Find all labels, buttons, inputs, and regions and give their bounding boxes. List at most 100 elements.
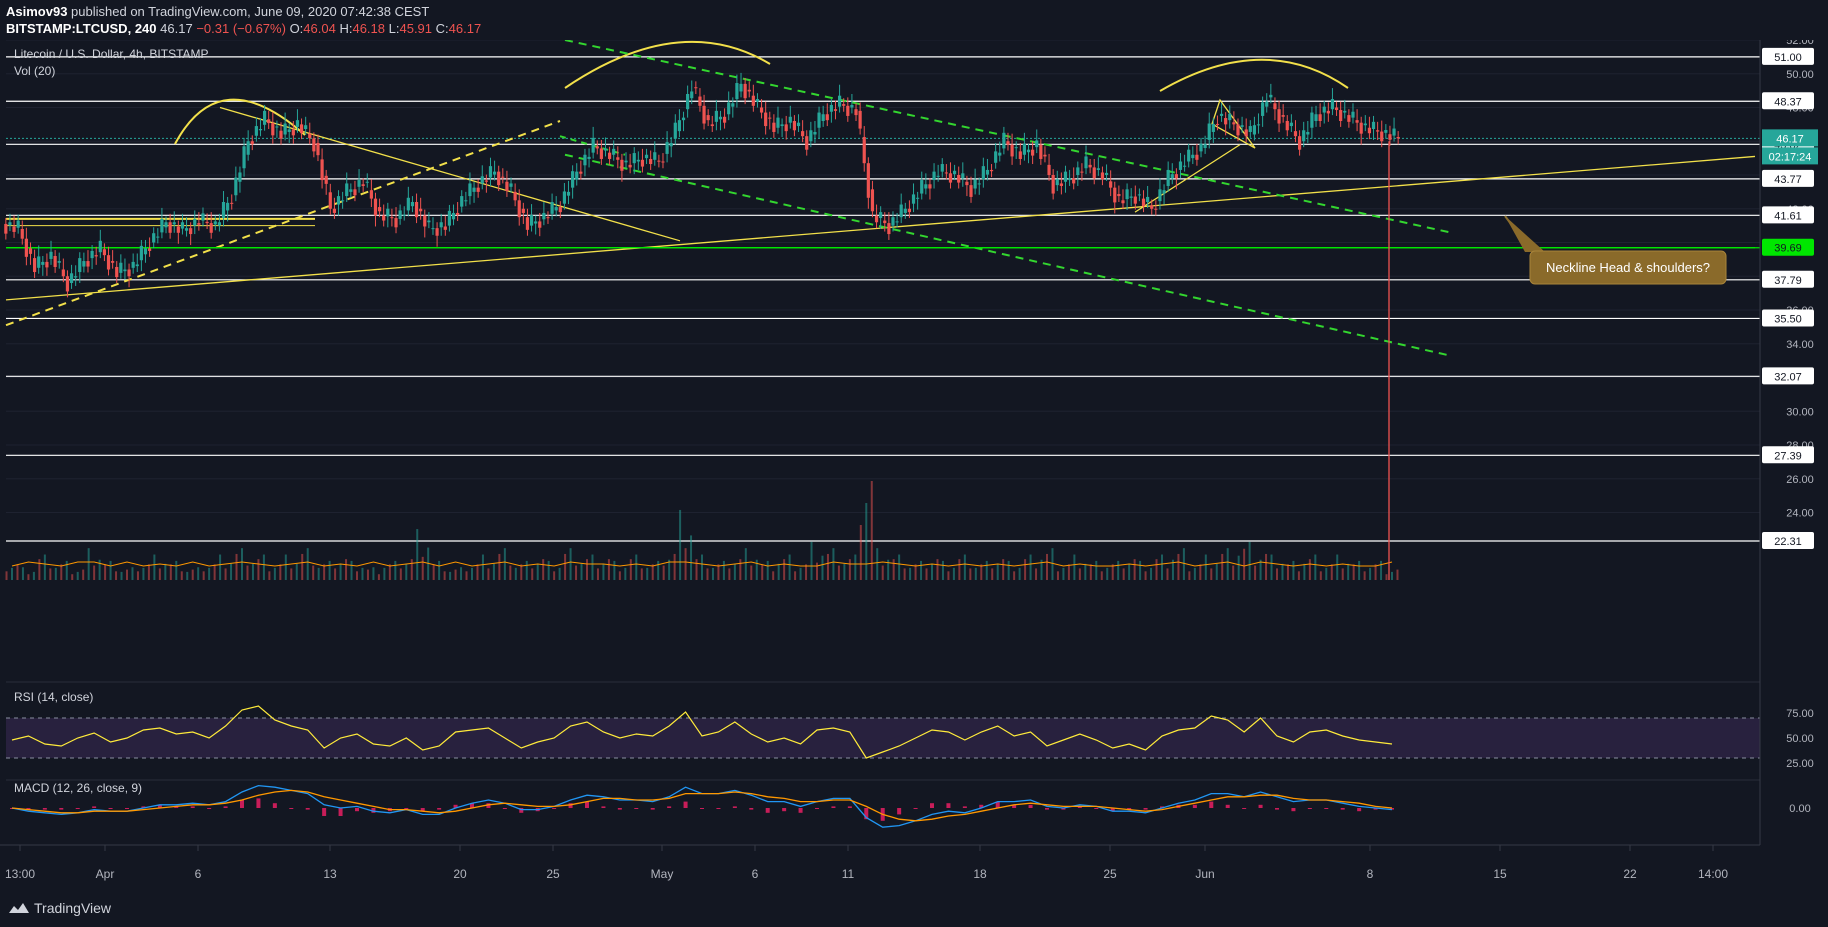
candle-body	[180, 222, 185, 229]
volume-bar	[761, 564, 764, 580]
candle-body	[119, 262, 123, 273]
candle-body	[784, 124, 788, 132]
candle-body	[443, 226, 447, 230]
volume-bar	[1259, 559, 1262, 580]
candle-body	[1076, 167, 1080, 175]
volume-bar	[1330, 564, 1333, 580]
volume-bar	[1369, 567, 1372, 580]
price-axis[interactable]: 24.0026.0028.0030.0032.0034.0036.0038.00…	[1759, 40, 1818, 845]
macd-histogram-bar	[157, 804, 162, 808]
candle-body	[1240, 125, 1244, 127]
candle-body	[727, 102, 731, 115]
chart-grid	[6, 40, 1760, 513]
current-price-text: 46.17	[1776, 133, 1804, 145]
volume-bar	[54, 567, 57, 580]
time-axis[interactable]: 13:00 Apr 6 13 20 25 May 6 11 18 25 Jun 8 15 22 14:00	[0, 844, 1760, 881]
volume-bar	[580, 563, 583, 580]
candle-body	[702, 105, 706, 124]
rsi-pane: 75.00 50.00 25.00	[6, 681, 1814, 770]
candle-body	[1359, 122, 1363, 134]
volume-bar	[416, 529, 419, 580]
candle-body	[484, 180, 488, 182]
candle-body	[398, 210, 402, 219]
candle-body	[994, 151, 998, 163]
macd-histogram-bar	[552, 808, 557, 809]
macd-histogram-bar	[92, 806, 97, 808]
macd-histogram-bar	[272, 803, 277, 808]
volume-bar	[1215, 563, 1218, 580]
volume-bar	[76, 571, 79, 580]
volume-bar	[169, 564, 172, 580]
level-tag	[1762, 270, 1814, 288]
volume-bar	[1095, 560, 1098, 580]
volume-bar	[449, 571, 452, 580]
candle-body	[616, 157, 620, 160]
level-tag-text: 43.77	[1774, 174, 1802, 186]
candle-body	[649, 158, 653, 165]
volume-bar	[136, 571, 139, 580]
macd-histogram-bar	[223, 806, 228, 808]
candle-body	[1080, 171, 1084, 173]
y-tick-label: 52.00	[1786, 40, 1814, 47]
volume-bar	[454, 569, 457, 580]
candle-body	[1261, 102, 1265, 116]
candle-body	[517, 200, 521, 218]
volume-bar	[673, 553, 676, 580]
symbol-name[interactable]: BITSTAMP:LTCUSD	[6, 21, 128, 36]
candle-body	[1384, 129, 1388, 133]
volume-bar	[569, 548, 572, 580]
macd-histogram-bar	[1324, 808, 1329, 809]
tradingview-logo[interactable]: TradingView	[8, 900, 111, 916]
candle-body	[254, 126, 258, 136]
volume-bar	[197, 567, 200, 580]
volume-bar	[1380, 560, 1383, 580]
candle-body	[1232, 122, 1236, 125]
volume-bar	[394, 560, 397, 580]
candle-body	[262, 110, 267, 125]
candle-body	[1277, 109, 1281, 124]
macd-histogram-bar	[1143, 808, 1148, 810]
rsi-label: RSI (14, close)	[14, 690, 93, 704]
macd-histogram-bar	[815, 808, 819, 809]
chart-title: Litecoin / U.S. Dollar, 4h, BITSTAMP	[14, 47, 209, 61]
volume-bar	[186, 571, 189, 580]
neckline-annotation[interactable]: Neckline Head & shoulders?	[1504, 215, 1727, 285]
volume-bar	[1078, 568, 1081, 580]
candle-body	[755, 99, 760, 102]
volume-bar	[750, 565, 753, 580]
volume-bar	[241, 548, 243, 580]
candle-body	[435, 228, 439, 236]
candle-body	[226, 202, 230, 211]
level-tag	[1762, 206, 1814, 224]
volume-bar	[317, 567, 320, 580]
candle-body	[739, 83, 743, 92]
volume-bar	[1013, 571, 1016, 580]
candle-body	[562, 191, 567, 204]
candle-body	[1104, 172, 1109, 175]
level-tag-text: 27.39	[1774, 450, 1802, 462]
low-value: 45.91	[399, 21, 433, 36]
candle-body	[694, 87, 698, 89]
macd-histogram-bar	[979, 804, 984, 808]
candle-body	[1018, 151, 1022, 159]
volume-bar	[1193, 567, 1196, 580]
candle-body	[447, 210, 452, 226]
candle-body	[147, 248, 152, 251]
volume-bar	[531, 568, 534, 580]
candle-body	[846, 105, 850, 116]
volume-bar	[503, 548, 506, 580]
candle-body	[632, 153, 636, 164]
candle-body	[718, 116, 723, 120]
candle-body	[1166, 169, 1170, 186]
macd-histogram-bar	[470, 803, 474, 808]
volume-bar	[279, 564, 282, 580]
candle-body	[735, 83, 739, 100]
candle-body	[410, 202, 415, 207]
candle-body	[665, 142, 669, 154]
volume-bar	[1352, 564, 1355, 580]
publisher-name[interactable]: Asimov93	[6, 4, 68, 19]
macd-histogram-bar	[1094, 808, 1099, 809]
candle-body	[1174, 174, 1178, 179]
interval-label[interactable]: 240	[134, 21, 157, 36]
